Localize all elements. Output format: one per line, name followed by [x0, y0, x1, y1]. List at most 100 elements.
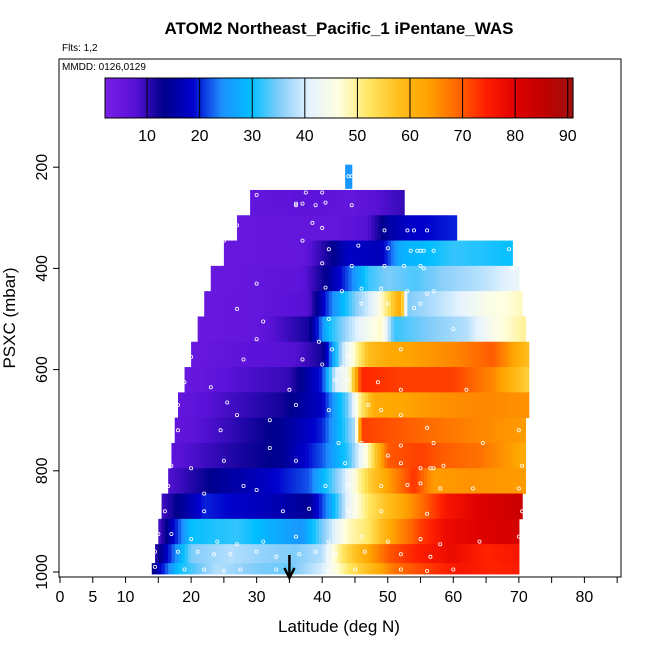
heatmap-cell [354, 392, 359, 419]
heatmap-cell [358, 316, 363, 343]
heatmap-cell [335, 518, 340, 545]
sample-point [405, 482, 410, 487]
heatmap-cell [361, 392, 366, 419]
heatmap-cell [305, 417, 310, 444]
sample-point [438, 542, 443, 547]
heatmap-cell [364, 442, 369, 469]
heatmap-cell [335, 189, 340, 216]
heatmap-cell [200, 392, 205, 419]
heatmap-cell [440, 367, 445, 393]
colorbar-swatch [469, 78, 473, 118]
heatmap-cell [377, 341, 382, 368]
heatmap-cell [299, 493, 304, 520]
heatmap-cell [345, 189, 350, 216]
heatmap-cell [512, 367, 517, 393]
heatmap-cell [492, 417, 497, 444]
heatmap-cell [233, 265, 238, 292]
heatmap-cell [371, 518, 376, 545]
heatmap-cell [469, 417, 474, 444]
heatmap-cell [299, 392, 304, 419]
heatmap-cell [522, 367, 527, 393]
heatmap-cell [472, 493, 477, 520]
sample-point [506, 247, 511, 252]
heatmap-cell [155, 563, 159, 575]
heatmap-cell [489, 518, 494, 545]
heatmap-cell [318, 189, 323, 216]
heatmap-cell [220, 493, 225, 520]
heatmap-cell [230, 544, 235, 564]
colorbar-swatch [287, 78, 291, 118]
heatmap-cell [259, 544, 264, 564]
sample-point [225, 400, 230, 405]
heatmap-cell [489, 442, 494, 469]
heatmap-cell [394, 341, 399, 368]
sample-point [385, 453, 390, 458]
heatmap-cell [207, 544, 212, 564]
heatmap-cell [479, 544, 484, 564]
heatmap-cell [387, 493, 392, 520]
heatmap-cell [482, 544, 487, 564]
heatmap-cell [309, 367, 313, 393]
heatmap-cell [410, 493, 415, 520]
heatmap-cell [315, 316, 320, 343]
heatmap-cell [453, 563, 458, 575]
heatmap-cell [338, 341, 343, 368]
heatmap-cell [420, 316, 425, 343]
sample-point [202, 491, 207, 496]
x-tick-label: 60 [444, 589, 462, 606]
heatmap-cell [194, 518, 199, 545]
heatmap-cell [191, 392, 195, 419]
heatmap-cell [266, 316, 271, 343]
sample-point [333, 377, 338, 382]
heatmap-cell [417, 468, 422, 494]
heatmap-cell [240, 493, 245, 520]
heatmap-cell [522, 442, 527, 469]
heatmap-cell [440, 316, 445, 343]
heatmap-cell [256, 215, 261, 241]
sample-point [359, 440, 364, 445]
heatmap-cell [302, 189, 307, 216]
heatmap-cell [420, 468, 425, 494]
sample-point [195, 301, 200, 306]
colorbar-swatch [362, 78, 366, 118]
heatmap-cell [509, 518, 513, 545]
heatmap-cell [286, 563, 291, 575]
heatmap-cell [341, 468, 346, 494]
heatmap-cell [384, 215, 389, 241]
heatmap-cell [417, 544, 422, 564]
colorbar-swatch [523, 78, 527, 118]
x-tick-label: 80 [576, 589, 594, 606]
heatmap-cell [286, 265, 291, 292]
heatmap-cell [427, 544, 431, 564]
heatmap-cell [358, 189, 363, 216]
heatmap-cell [240, 265, 245, 292]
heatmap-cell [164, 493, 169, 520]
heatmap-cell [263, 544, 268, 564]
heatmap-cell [486, 468, 490, 494]
heatmap-cell [394, 240, 399, 267]
heatmap-cell [512, 392, 517, 419]
heatmap-cell [472, 518, 477, 545]
heatmap-cell [279, 442, 284, 469]
heatmap-cell [391, 189, 395, 216]
heatmap-cell [292, 442, 297, 469]
heatmap-cell [289, 544, 294, 564]
heatmap-cell [194, 468, 199, 494]
sample-point [349, 263, 354, 268]
heatmap-cell [509, 392, 513, 419]
heatmap-cell [217, 291, 222, 317]
heatmap-cell [502, 468, 507, 494]
heatmap-cell [325, 367, 330, 393]
heatmap-cell [479, 341, 484, 368]
heatmap-cell [223, 493, 228, 520]
sample-points [152, 174, 525, 574]
heatmap-cell [312, 189, 317, 216]
sample-point [182, 380, 187, 385]
colorbar-swatch [196, 78, 200, 118]
heatmap-cell [502, 341, 507, 368]
heatmap-cell [361, 367, 366, 393]
heatmap-cell [505, 563, 510, 575]
heatmap-cell [466, 442, 471, 469]
heatmap-cell [351, 493, 356, 520]
heatmap-cell [200, 544, 205, 564]
